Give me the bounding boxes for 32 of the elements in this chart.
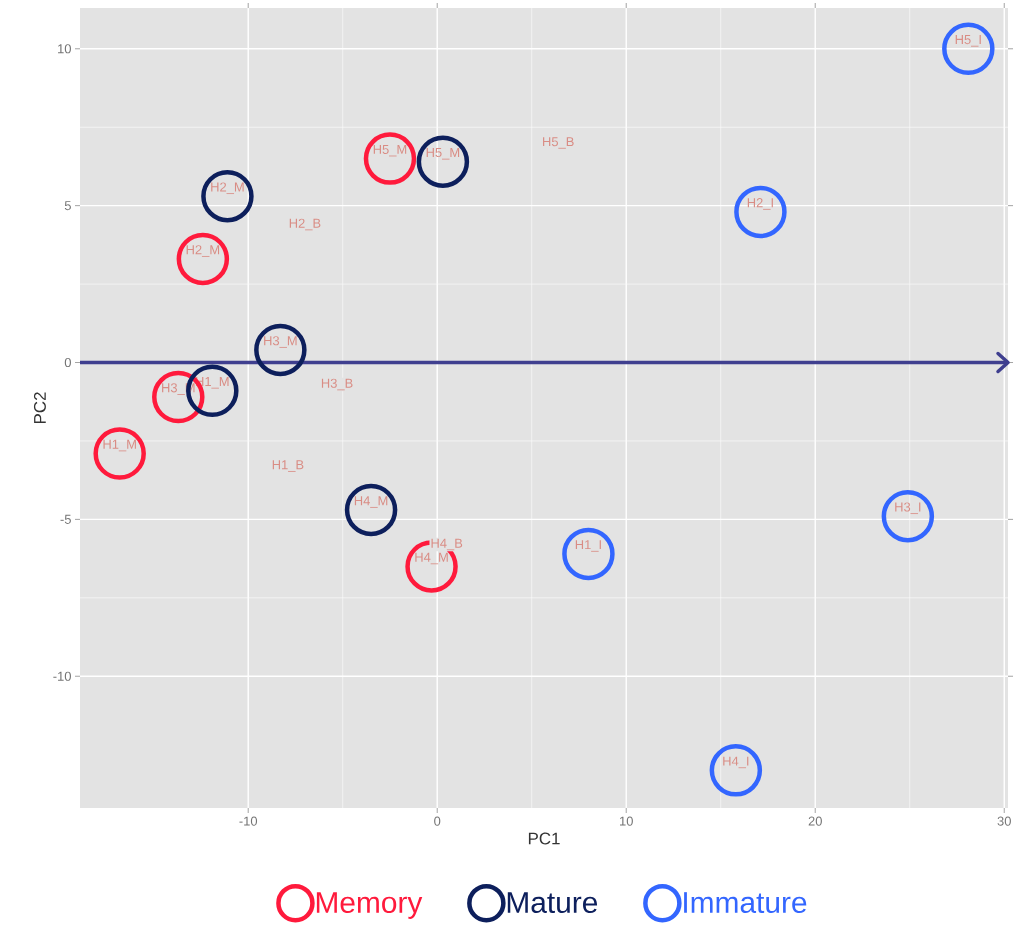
data-label: H2_I — [747, 198, 773, 210]
data-label: H3_M — [264, 336, 297, 348]
data-label: H4_I — [723, 756, 749, 769]
data-label: H2_M — [211, 182, 244, 195]
data-label: H4_M — [354, 496, 388, 508]
x-axis-title: PC1 — [528, 832, 560, 845]
data-label: H5_M — [426, 148, 460, 160]
legend-label: Immature — [684, 892, 807, 914]
y-tick-label: -10 — [53, 671, 71, 681]
x-tick-label: 0 — [434, 816, 441, 826]
data-label: H5_I — [955, 35, 981, 47]
data-label: H2_M — [186, 245, 220, 257]
y-tick-label: 5 — [64, 201, 71, 211]
data-label: H3_B — [321, 378, 353, 391]
data-label: H1_B — [272, 460, 304, 472]
data-label: H5_B — [543, 137, 574, 149]
y-axis-title: PC2 — [33, 392, 46, 424]
data-label: H1_I — [575, 540, 601, 552]
data-label: H1_M — [103, 439, 136, 452]
legend-label: Mature — [507, 892, 598, 914]
x-tick-label: -10 — [239, 816, 258, 826]
data-label: H5_M — [373, 144, 407, 157]
x-tick-label: 30 — [997, 816, 1011, 826]
x-tick-label: 10 — [620, 816, 633, 826]
x-tick-label: 20 — [808, 816, 822, 826]
data-label: H3_I — [895, 502, 921, 515]
y-tick-label: -5 — [60, 514, 71, 524]
legend-label: Memory — [316, 892, 423, 919]
data-label: H4_M — [415, 552, 448, 565]
y-tick-label: 10 — [58, 44, 71, 54]
y-tick-label: 0 — [64, 357, 71, 368]
data-label: H2_B — [289, 218, 321, 231]
